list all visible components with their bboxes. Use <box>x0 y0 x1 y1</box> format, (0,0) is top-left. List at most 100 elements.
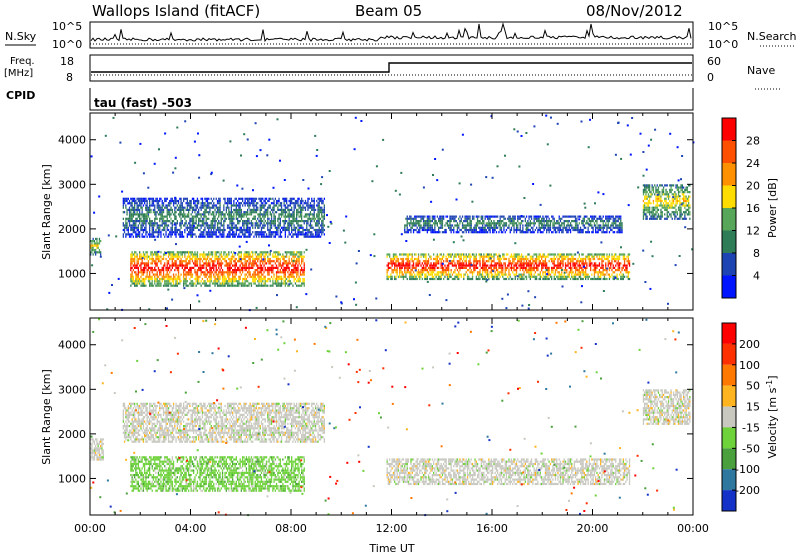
echo-cell <box>186 257 188 261</box>
echo-cell <box>208 231 210 234</box>
echo-cell <box>136 277 138 281</box>
echo-cell <box>299 220 302 223</box>
echo-cell <box>556 269 558 272</box>
echo-cell <box>208 202 210 205</box>
echo-cell <box>591 277 593 281</box>
echo-cell <box>578 266 580 269</box>
echo-cell <box>419 275 421 278</box>
echo-cell <box>412 260 415 263</box>
echo-cell <box>166 282 168 285</box>
echo-cell <box>239 277 241 281</box>
echo-cell <box>214 226 216 229</box>
echo-cell <box>396 273 398 276</box>
echo-cell <box>230 213 232 216</box>
echo-cell <box>262 251 264 254</box>
echo-cell <box>226 199 229 203</box>
echo-cell <box>616 255 618 258</box>
echo-cell <box>245 231 248 234</box>
echo-cell <box>273 202 275 205</box>
echo-cell <box>301 257 303 261</box>
echo-cell <box>404 228 406 232</box>
echo-cell <box>471 277 474 281</box>
echo-cell <box>248 282 250 285</box>
echo-cell <box>230 206 232 209</box>
echo-cell <box>180 235 182 238</box>
echo-cell <box>396 257 398 261</box>
echo-cell <box>176 222 178 225</box>
echo-cell <box>595 264 597 267</box>
echo-cell <box>210 231 212 234</box>
echo-cell <box>248 271 250 274</box>
echo-cell <box>387 266 389 269</box>
echo-cell <box>628 260 631 263</box>
echo-cell <box>431 277 433 281</box>
echo-cell <box>216 235 219 238</box>
echo-cell <box>136 220 138 223</box>
echo-cell <box>312 233 314 236</box>
echo-cell <box>505 277 508 281</box>
echo-cell <box>616 262 618 265</box>
echo-cell <box>303 271 305 274</box>
echo-cell <box>402 253 405 256</box>
echo-cell <box>558 257 560 261</box>
echo-cell <box>500 266 503 269</box>
echo-cell <box>284 217 286 220</box>
echo-cell <box>209 269 211 272</box>
echo-cell <box>269 260 271 263</box>
echo-cell <box>443 253 445 256</box>
echo-cell <box>219 222 221 225</box>
echo-cell <box>552 253 554 256</box>
echo-cell <box>175 253 177 256</box>
echo-cell <box>96 246 98 249</box>
echo-cell <box>592 264 594 267</box>
echo-cell <box>130 217 132 220</box>
echo-cell <box>225 235 227 238</box>
echo-cell <box>254 217 256 220</box>
echo-cell <box>196 255 199 258</box>
echo-cell <box>205 224 207 227</box>
echo-cell <box>254 215 256 218</box>
echo-cell <box>140 213 142 216</box>
echo-cell <box>239 251 241 254</box>
echo-cell <box>548 277 550 281</box>
echo-cell <box>286 199 288 203</box>
echo-cell <box>416 226 418 229</box>
echo-cell <box>239 271 241 274</box>
echo-cell <box>286 277 288 281</box>
echo-cell <box>405 271 407 274</box>
echo-cell <box>137 271 139 274</box>
echo-cell <box>459 260 461 263</box>
echo-cell <box>552 269 554 272</box>
echo-cell <box>137 260 139 263</box>
echo-cell <box>318 220 320 223</box>
echo-cell <box>224 271 226 274</box>
echo-cell <box>232 264 234 267</box>
echo-cell <box>544 257 547 261</box>
echo-cell <box>301 211 303 214</box>
echo-cell <box>208 224 210 227</box>
echo-cell <box>463 275 465 278</box>
echo-cell <box>488 266 490 269</box>
echo-cell <box>268 228 270 232</box>
echo-cell <box>250 264 253 267</box>
echo-cell <box>203 215 205 218</box>
echo-cell <box>186 215 188 218</box>
echo-cell <box>610 262 612 265</box>
echo-cell <box>189 277 191 281</box>
echo-cell <box>446 264 449 267</box>
echo-cell <box>232 282 234 285</box>
echo-cell <box>144 284 146 287</box>
echo-cell <box>196 280 199 283</box>
echo-cell <box>209 202 211 205</box>
echo-cell <box>627 257 629 261</box>
echo-cell <box>134 284 136 287</box>
echo-cell <box>482 271 484 274</box>
echo-cell <box>167 260 170 263</box>
echo-cell <box>221 257 224 261</box>
echo-cell <box>184 213 186 216</box>
echo-cell <box>141 280 143 283</box>
echo-cell <box>164 206 166 209</box>
echo-cell <box>537 255 539 258</box>
echo-cell <box>174 217 176 220</box>
echo-cell <box>606 255 608 258</box>
